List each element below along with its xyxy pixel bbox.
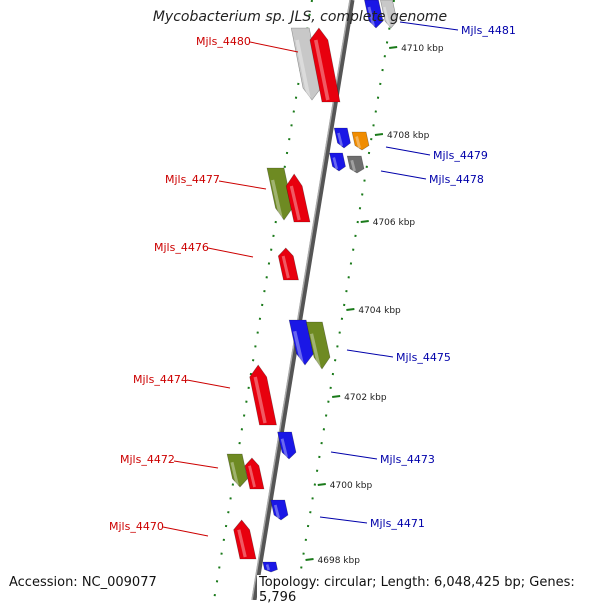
gene-leader-line (186, 379, 231, 389)
genome-summary-text: Topology: circular; Length: 6,048,425 bp… (257, 575, 600, 605)
ruler-tick (317, 483, 326, 486)
gene-gray-4480-shine (295, 39, 311, 99)
gene-label-mjls-4471: Mjls_4471 (370, 517, 425, 530)
gene-label-mjls-4470: Mjls_4470 (109, 520, 164, 533)
gene-olive-4477-shine (270, 179, 283, 219)
ruler-tick-label: 4700 kbp (330, 481, 373, 491)
gene-red-4474-shine (253, 376, 267, 424)
gene-blue-4473-shine (280, 438, 288, 458)
gene-blue-4469 (262, 561, 278, 573)
gene-label-mjls-4478: Mjls_4478 (429, 173, 484, 186)
gene-label-mjls-4479: Mjls_4479 (433, 149, 488, 162)
gene-label-mjls-4474: Mjls_4474 (133, 373, 188, 386)
gene-blue-4478 (329, 152, 346, 172)
gene-blue-4478-shine (332, 157, 338, 170)
gene-leader-line (162, 526, 209, 537)
ruler-tick (389, 46, 398, 49)
gene-leader-line (218, 180, 267, 190)
gene-blue-4479 (333, 127, 351, 149)
gene-leader-line (330, 451, 378, 460)
gene-red-4477-shine (289, 185, 301, 221)
gene-red-4477 (285, 173, 311, 223)
ruler-tick-label: 4708 kbp (387, 131, 430, 141)
gene-blue-4471 (270, 499, 289, 521)
ruler-tick (374, 133, 384, 136)
ruler-tick-label: 4706 kbp (373, 218, 416, 228)
gene-leader-line (380, 170, 427, 180)
accession-text: Accession: NC_009077 (7, 575, 159, 590)
ruler-tick (332, 395, 341, 398)
gene-orange-4479 (351, 131, 370, 151)
ruler-tick-label: 4698 kbp (318, 556, 361, 566)
ruler-tick (305, 558, 314, 561)
gene-red-4480 (309, 27, 341, 103)
gene-olive-4477 (266, 167, 293, 221)
gene-label-mjls-4475: Mjls_4475 (396, 351, 451, 364)
gene-blue-4475-shine (293, 330, 304, 364)
gene-label-mjls-4481: Mjls_4481 (461, 24, 516, 37)
gene-gray-4478 (346, 155, 365, 174)
gene-label-mjls-4472: Mjls_4472 (120, 453, 175, 466)
gene-leader-line (385, 146, 431, 156)
ruler-guide-left (213, 0, 313, 600)
gene-red-4476 (277, 247, 299, 281)
gene-red-4474 (249, 364, 277, 426)
gene-label-mjls-4473: Mjls_4473 (380, 453, 435, 466)
gene-red-4472-shine (248, 465, 256, 488)
gene-olive-4472-shine (230, 461, 239, 486)
gene-blue-4481-shine (367, 6, 375, 27)
gene-label-mjls-4476: Mjls_4476 (154, 241, 209, 254)
gene-red-4470 (233, 519, 257, 560)
gene-orange-4479-shine (355, 136, 361, 149)
gene-red-4472 (244, 457, 265, 490)
gene-label-mjls-4480: Mjls_4480 (196, 35, 251, 48)
ruler-tick-label: 4704 kbp (358, 306, 401, 316)
gene-red-4476-shine (281, 255, 290, 279)
gene-blue-4481 (364, 0, 384, 29)
gene-leader-line (173, 460, 219, 469)
gene-leader-line (346, 349, 394, 358)
gene-leader-line (399, 21, 459, 31)
ruler-tick-label: 4710 kbp (401, 44, 444, 54)
gene-gray-4478-shine (350, 159, 356, 172)
gene-leader-line (319, 516, 368, 524)
ruler-tick (346, 308, 355, 311)
gene-label-mjls-4477: Mjls_4477 (165, 173, 220, 186)
gene-blue-4469-shine (265, 564, 270, 571)
gene-olive-4475-shine (309, 333, 321, 368)
ruler-tick-label: 4702 kbp (344, 393, 387, 403)
gene-gray-4481-shine (383, 6, 391, 27)
gene-blue-4473 (277, 431, 297, 460)
ruler-tick (360, 220, 369, 223)
map-title: Mycobacterium sp. JLS, complete genome (152, 9, 448, 25)
gene-red-4480-shine (313, 39, 330, 101)
gene-olive-4475 (305, 321, 331, 370)
gene-red-4470-shine (237, 529, 247, 558)
gene-blue-4471-shine (273, 504, 280, 519)
gene-blue-4475 (288, 319, 314, 366)
gene-olive-4472 (226, 453, 248, 488)
gene-leader-line (207, 247, 254, 258)
gene-blue-4479-shine (337, 132, 343, 147)
gene-gray-4481 (380, 0, 398, 29)
gene-leader-line (249, 41, 299, 53)
gene-gray-4480 (290, 27, 322, 101)
